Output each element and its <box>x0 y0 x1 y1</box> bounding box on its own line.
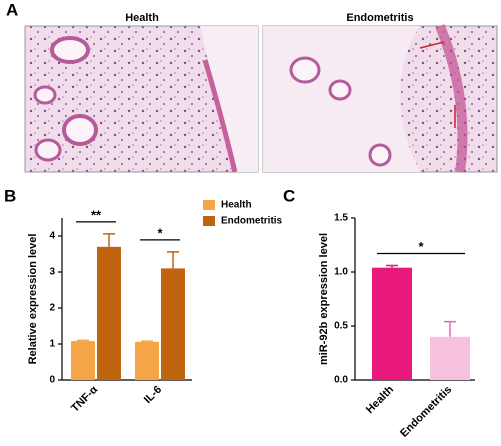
y-tick-label: 1.0 <box>334 267 348 278</box>
significance-label: * <box>157 225 163 240</box>
y-tick-label: 1 <box>49 339 55 350</box>
error-bar <box>444 320 456 337</box>
legend-swatch <box>203 216 215 226</box>
x-tick-label: Endometritis <box>398 384 454 440</box>
panel-label: A <box>6 0 18 19</box>
error-bar <box>103 233 115 247</box>
image-title: Health <box>125 12 159 24</box>
bar <box>135 341 159 380</box>
y-tick-label: 1.5 <box>334 213 348 224</box>
bar <box>430 336 470 380</box>
error-bar <box>77 339 89 342</box>
significance-label: * <box>418 239 424 254</box>
error-bar <box>141 340 153 342</box>
y-tick-label: 0.5 <box>334 321 348 332</box>
bar <box>372 267 412 380</box>
x-tick-label: TNF-α <box>69 384 100 415</box>
legend-swatch <box>203 200 215 210</box>
y-tick-label: 2 <box>49 303 55 314</box>
panel-label: B <box>4 186 16 205</box>
y-tick-label: 4 <box>49 231 55 242</box>
legend-label: Endometritis <box>221 216 283 227</box>
x-tick-label: IL-6 <box>142 384 164 406</box>
y-tick-label: 0.0 <box>334 375 348 386</box>
significance-label: ** <box>91 207 102 222</box>
error-bar <box>167 251 179 269</box>
histology-image <box>24 25 259 173</box>
image-title: Endometritis <box>346 12 413 24</box>
bar <box>71 341 95 380</box>
y-tick-label: 3 <box>49 267 55 278</box>
y-tick-label: 0 <box>49 375 55 386</box>
y-axis-label: Relative expression level <box>27 234 39 365</box>
x-tick-label: Health <box>364 383 396 415</box>
bar <box>161 268 185 380</box>
histology-image <box>262 24 498 173</box>
legend-label: Health <box>221 200 252 211</box>
y-axis-label: miR-92b expression level <box>318 233 330 365</box>
error-bar <box>386 264 398 268</box>
bar <box>97 246 121 380</box>
panel-label: C <box>283 186 295 205</box>
